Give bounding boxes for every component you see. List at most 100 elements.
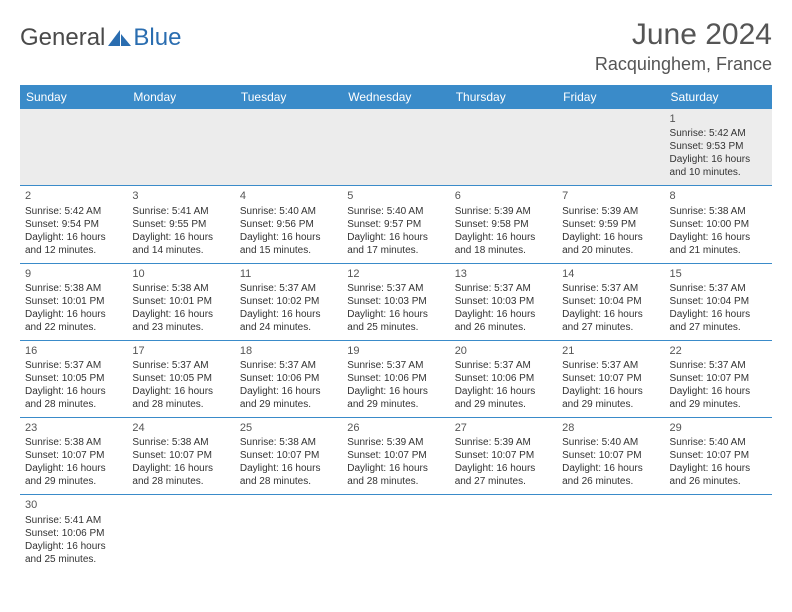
calendar-row: 1Sunrise: 5:42 AMSunset: 9:53 PMDaylight… bbox=[20, 109, 772, 186]
sunrise-line: Sunrise: 5:37 AM bbox=[240, 282, 337, 295]
day-number: 9 bbox=[25, 267, 122, 281]
calendar-row: 2Sunrise: 5:42 AMSunset: 9:54 PMDaylight… bbox=[20, 186, 772, 263]
sunset-line: Sunset: 10:07 PM bbox=[132, 449, 229, 462]
day-cell: 16Sunrise: 5:37 AMSunset: 10:05 PMDaylig… bbox=[20, 340, 127, 417]
weekday-header: Thursday bbox=[450, 85, 557, 109]
day-cell: 9Sunrise: 5:38 AMSunset: 10:01 PMDayligh… bbox=[20, 263, 127, 340]
calendar-head: SundayMondayTuesdayWednesdayThursdayFrid… bbox=[20, 85, 772, 109]
daylight-line: Daylight: 16 hours and 27 minutes. bbox=[562, 308, 659, 334]
sunrise-line: Sunrise: 5:37 AM bbox=[562, 359, 659, 372]
daylight-line: Daylight: 16 hours and 26 minutes. bbox=[562, 462, 659, 488]
sunset-line: Sunset: 10:01 PM bbox=[25, 295, 122, 308]
sunrise-line: Sunrise: 5:38 AM bbox=[240, 436, 337, 449]
day-number: 29 bbox=[670, 421, 767, 435]
sunrise-line: Sunrise: 5:40 AM bbox=[240, 205, 337, 218]
day-cell: 4 Sunrise: 5:40 AMSunset: 9:56 PMDaylight… bbox=[235, 186, 342, 263]
sunrise-line: Sunrise: 5:37 AM bbox=[455, 282, 552, 295]
daylight-line: Daylight: 16 hours and 28 minutes. bbox=[25, 385, 122, 411]
sunset-line: Sunset: 9:55 PM bbox=[132, 218, 229, 231]
day-cell: 14Sunrise: 5:37 AMSunset: 10:04 PMDaylig… bbox=[557, 263, 664, 340]
daylight-line: Daylight: 16 hours and 29 minutes. bbox=[25, 462, 122, 488]
day-cell: 1Sunrise: 5:42 AMSunset: 9:53 PMDaylight… bbox=[665, 109, 772, 186]
sunset-line: Sunset: 10:06 PM bbox=[25, 527, 122, 540]
day-number: 13 bbox=[455, 267, 552, 281]
sail-icon bbox=[107, 28, 133, 48]
sunset-line: Sunset: 10:03 PM bbox=[347, 295, 444, 308]
sunset-line: Sunset: 10:07 PM bbox=[347, 449, 444, 462]
day-cell: 19Sunrise: 5:37 AMSunset: 10:06 PMDaylig… bbox=[342, 340, 449, 417]
logo-text-blue: Blue bbox=[133, 24, 181, 52]
sunrise-line: Sunrise: 5:37 AM bbox=[670, 359, 767, 372]
daylight-line: Daylight: 16 hours and 27 minutes. bbox=[670, 308, 767, 334]
day-number: 25 bbox=[240, 421, 337, 435]
day-number: 12 bbox=[347, 267, 444, 281]
daylight-line: Daylight: 16 hours and 15 minutes. bbox=[240, 231, 337, 257]
weekday-header: Wednesday bbox=[342, 85, 449, 109]
sunset-line: Sunset: 10:00 PM bbox=[670, 218, 767, 231]
sunset-line: Sunset: 10:07 PM bbox=[670, 372, 767, 385]
daylight-line: Daylight: 16 hours and 25 minutes. bbox=[25, 540, 122, 566]
sunrise-line: Sunrise: 5:38 AM bbox=[25, 436, 122, 449]
day-number: 7 bbox=[562, 189, 659, 203]
daylight-line: Daylight: 16 hours and 29 minutes. bbox=[670, 385, 767, 411]
location: Racquinghem, France bbox=[595, 54, 772, 75]
sunrise-line: Sunrise: 5:38 AM bbox=[132, 282, 229, 295]
day-number: 26 bbox=[347, 421, 444, 435]
day-number: 10 bbox=[132, 267, 229, 281]
empty-cell bbox=[235, 495, 342, 572]
sunrise-line: Sunrise: 5:37 AM bbox=[240, 359, 337, 372]
daylight-line: Daylight: 16 hours and 27 minutes. bbox=[455, 462, 552, 488]
day-number: 4 bbox=[240, 189, 337, 203]
empty-cell bbox=[20, 109, 127, 186]
day-cell: 15Sunrise: 5:37 AMSunset: 10:04 PMDaylig… bbox=[665, 263, 772, 340]
day-cell: 29Sunrise: 5:40 AMSunset: 10:07 PMDaylig… bbox=[665, 418, 772, 495]
day-number: 6 bbox=[455, 189, 552, 203]
sunset-line: Sunset: 10:07 PM bbox=[562, 372, 659, 385]
day-number: 28 bbox=[562, 421, 659, 435]
daylight-line: Daylight: 16 hours and 26 minutes. bbox=[455, 308, 552, 334]
daylight-line: Daylight: 16 hours and 22 minutes. bbox=[25, 308, 122, 334]
day-number: 8 bbox=[670, 189, 767, 203]
daylight-line: Daylight: 16 hours and 28 minutes. bbox=[240, 462, 337, 488]
sunset-line: Sunset: 10:07 PM bbox=[25, 449, 122, 462]
daylight-line: Daylight: 16 hours and 28 minutes. bbox=[132, 385, 229, 411]
empty-cell bbox=[342, 109, 449, 186]
day-cell: 23Sunrise: 5:38 AMSunset: 10:07 PMDaylig… bbox=[20, 418, 127, 495]
day-number: 11 bbox=[240, 267, 337, 281]
sunset-line: Sunset: 10:07 PM bbox=[562, 449, 659, 462]
day-number: 24 bbox=[132, 421, 229, 435]
sunset-line: Sunset: 10:06 PM bbox=[455, 372, 552, 385]
sunrise-line: Sunrise: 5:39 AM bbox=[347, 436, 444, 449]
sunrise-line: Sunrise: 5:38 AM bbox=[25, 282, 122, 295]
sunset-line: Sunset: 9:54 PM bbox=[25, 218, 122, 231]
sunset-line: Sunset: 10:05 PM bbox=[25, 372, 122, 385]
sunrise-line: Sunrise: 5:38 AM bbox=[132, 436, 229, 449]
sunrise-line: Sunrise: 5:37 AM bbox=[347, 359, 444, 372]
empty-cell bbox=[557, 495, 664, 572]
day-cell: 20Sunrise: 5:37 AMSunset: 10:06 PMDaylig… bbox=[450, 340, 557, 417]
sunrise-line: Sunrise: 5:37 AM bbox=[455, 359, 552, 372]
empty-cell bbox=[127, 495, 234, 572]
day-number: 21 bbox=[562, 344, 659, 358]
sunrise-line: Sunrise: 5:37 AM bbox=[132, 359, 229, 372]
empty-cell bbox=[450, 109, 557, 186]
calendar-row: 30Sunrise: 5:41 AMSunset: 10:06 PMDaylig… bbox=[20, 495, 772, 572]
sunset-line: Sunset: 9:56 PM bbox=[240, 218, 337, 231]
sunrise-line: Sunrise: 5:39 AM bbox=[455, 436, 552, 449]
sunset-line: Sunset: 10:07 PM bbox=[240, 449, 337, 462]
sunrise-line: Sunrise: 5:40 AM bbox=[347, 205, 444, 218]
day-cell: 24Sunrise: 5:38 AMSunset: 10:07 PMDaylig… bbox=[127, 418, 234, 495]
daylight-line: Daylight: 16 hours and 23 minutes. bbox=[132, 308, 229, 334]
day-cell: 25Sunrise: 5:38 AMSunset: 10:07 PMDaylig… bbox=[235, 418, 342, 495]
sunrise-line: Sunrise: 5:41 AM bbox=[132, 205, 229, 218]
day-number: 17 bbox=[132, 344, 229, 358]
day-cell: 12Sunrise: 5:37 AMSunset: 10:03 PMDaylig… bbox=[342, 263, 449, 340]
weekday-header: Friday bbox=[557, 85, 664, 109]
day-cell: 5Sunrise: 5:40 AMSunset: 9:57 PMDaylight… bbox=[342, 186, 449, 263]
daylight-line: Daylight: 16 hours and 10 minutes. bbox=[670, 153, 767, 179]
sunrise-line: Sunrise: 5:42 AM bbox=[670, 127, 767, 140]
daylight-line: Daylight: 16 hours and 26 minutes. bbox=[670, 462, 767, 488]
empty-cell bbox=[342, 495, 449, 572]
daylight-line: Daylight: 16 hours and 14 minutes. bbox=[132, 231, 229, 257]
empty-cell bbox=[557, 109, 664, 186]
